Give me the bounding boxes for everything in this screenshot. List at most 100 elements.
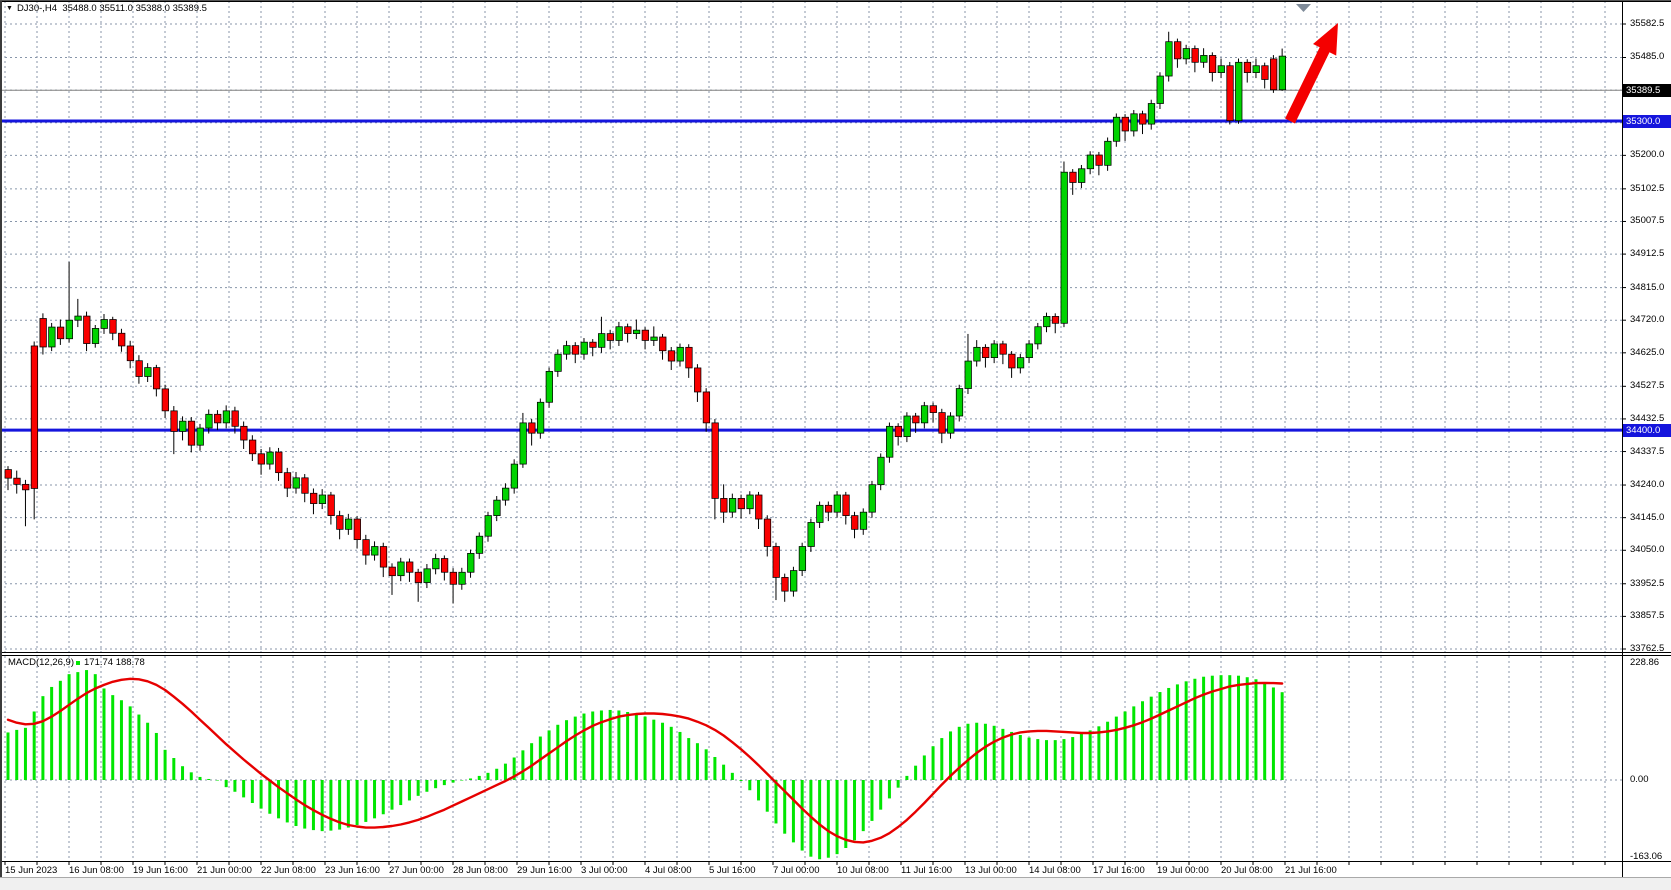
candle-body: [1069, 171, 1077, 183]
candle-body: [632, 329, 641, 334]
candle-body: [1252, 65, 1260, 73]
macd-histogram-bar: [338, 780, 342, 830]
chart-title-bar: ▼ DJ30-,H4 35488.0 35511.0 35388.0 35389.…: [6, 3, 207, 14]
macd-histogram-bar: [591, 711, 595, 780]
candle-body: [275, 451, 283, 474]
macd-histogram-bar: [399, 780, 403, 806]
macd-histogram-bar: [41, 696, 45, 780]
candle-body: [1200, 55, 1208, 63]
macd-histogram-bar: [23, 727, 27, 780]
candle-body: [83, 315, 91, 344]
candle-body: [109, 319, 117, 334]
candle-body: [851, 515, 859, 530]
macd-histogram-bar: [460, 780, 464, 781]
candle-body: [1270, 58, 1278, 91]
candle-body: [379, 546, 388, 568]
candle-body: [327, 494, 335, 516]
candle-body: [440, 558, 449, 573]
macd-signal-line: [6, 677, 1284, 844]
candle-body: [318, 494, 327, 504]
macd-histogram-bar: [652, 719, 656, 780]
macd-histogram-bar: [477, 775, 481, 780]
chart-shift-marker-icon[interactable]: [1296, 4, 1311, 12]
macd-histogram-bar: [207, 778, 211, 780]
macd-histogram-bar: [1141, 701, 1145, 780]
macd-histogram-bar: [896, 780, 900, 788]
candle-body: [1235, 61, 1243, 122]
macd-histogram-bar: [146, 722, 150, 780]
macd-histogram-bar: [1062, 739, 1066, 780]
candle-body: [1078, 168, 1086, 183]
candle-body: [580, 341, 588, 355]
macd-histogram-bar: [163, 749, 167, 780]
candle-body: [231, 410, 239, 427]
macd-histogram-bar: [678, 731, 682, 780]
macd-histogram-bar: [1237, 675, 1241, 780]
macd-histogram-bar: [1123, 711, 1127, 780]
macd-histogram-bar: [1175, 684, 1179, 780]
macd-histogram-bar: [1001, 728, 1005, 780]
candle-body: [947, 415, 955, 434]
candle-body: [554, 353, 562, 372]
candle-body: [519, 422, 527, 465]
macd-histogram-bar: [1036, 739, 1040, 780]
candle-body: [755, 494, 763, 520]
symbol-dropdown-icon[interactable]: ▼: [6, 5, 13, 12]
macd-histogram-bar: [407, 780, 411, 801]
time-axis-label: 7 Jul 00:00: [773, 865, 820, 876]
candle-body: [598, 333, 606, 348]
candle-body: [266, 451, 274, 465]
macd-histogram-bar: [416, 780, 420, 796]
candle-body: [414, 571, 423, 583]
macd-histogram-bar: [390, 780, 394, 810]
macd-histogram-bar: [111, 695, 115, 780]
macd-histogram-bar: [879, 780, 883, 810]
candle-body: [344, 518, 353, 530]
current-price-tag: 35389.5: [1623, 83, 1671, 97]
candle-body: [982, 346, 990, 359]
candle-body: [493, 499, 501, 516]
macd-histogram-bar: [957, 726, 961, 780]
candle-body: [1086, 154, 1095, 170]
candle-body: [868, 484, 876, 513]
macd-histogram-bar: [1219, 675, 1223, 780]
candle-body: [973, 346, 981, 362]
macd-histogram-bar: [364, 780, 368, 822]
candle-body: [458, 571, 466, 585]
candle-body: [694, 367, 702, 393]
macd-axis-label: 228.86: [1630, 656, 1660, 668]
candle-body: [886, 425, 894, 458]
price-axis-label: 34720.0: [1630, 314, 1665, 326]
macd-histogram-bar: [626, 711, 630, 780]
candle-body: [920, 405, 929, 424]
candle-body: [283, 472, 292, 489]
macd-histogram-bar: [1097, 726, 1101, 780]
macd-histogram-bar: [565, 720, 569, 780]
macd-histogram-bar: [128, 706, 132, 780]
trend-arrow-annotation[interactable]: [1285, 23, 1338, 124]
macd-histogram-bar: [85, 670, 89, 780]
macd-histogram-bar: [355, 780, 359, 825]
macd-histogram-bar: [713, 756, 717, 780]
macd-histogram-bar: [346, 780, 350, 828]
candle-body: [650, 336, 658, 341]
candle-body: [990, 343, 999, 359]
candle-body: [467, 552, 475, 573]
candle-body: [1174, 41, 1182, 60]
macd-histogram-bar: [599, 710, 603, 780]
macd-histogram-bar: [1280, 692, 1284, 780]
candle-body: [100, 319, 108, 329]
time-axis-label: 20 Jul 08:00: [1221, 865, 1273, 876]
macd-axis-label: -163.06: [1630, 851, 1663, 862]
candle-body: [484, 515, 492, 537]
candle-body: [135, 360, 143, 377]
candle-body: [842, 494, 850, 516]
macd-histogram-bar: [835, 780, 839, 855]
macd-histogram-bar: [887, 780, 891, 799]
macd-histogram-bar: [1202, 676, 1206, 780]
macd-histogram-bar: [76, 672, 80, 780]
candle-body: [30, 345, 39, 489]
macd-histogram-bar: [1263, 682, 1267, 780]
candle-body: [938, 412, 946, 434]
